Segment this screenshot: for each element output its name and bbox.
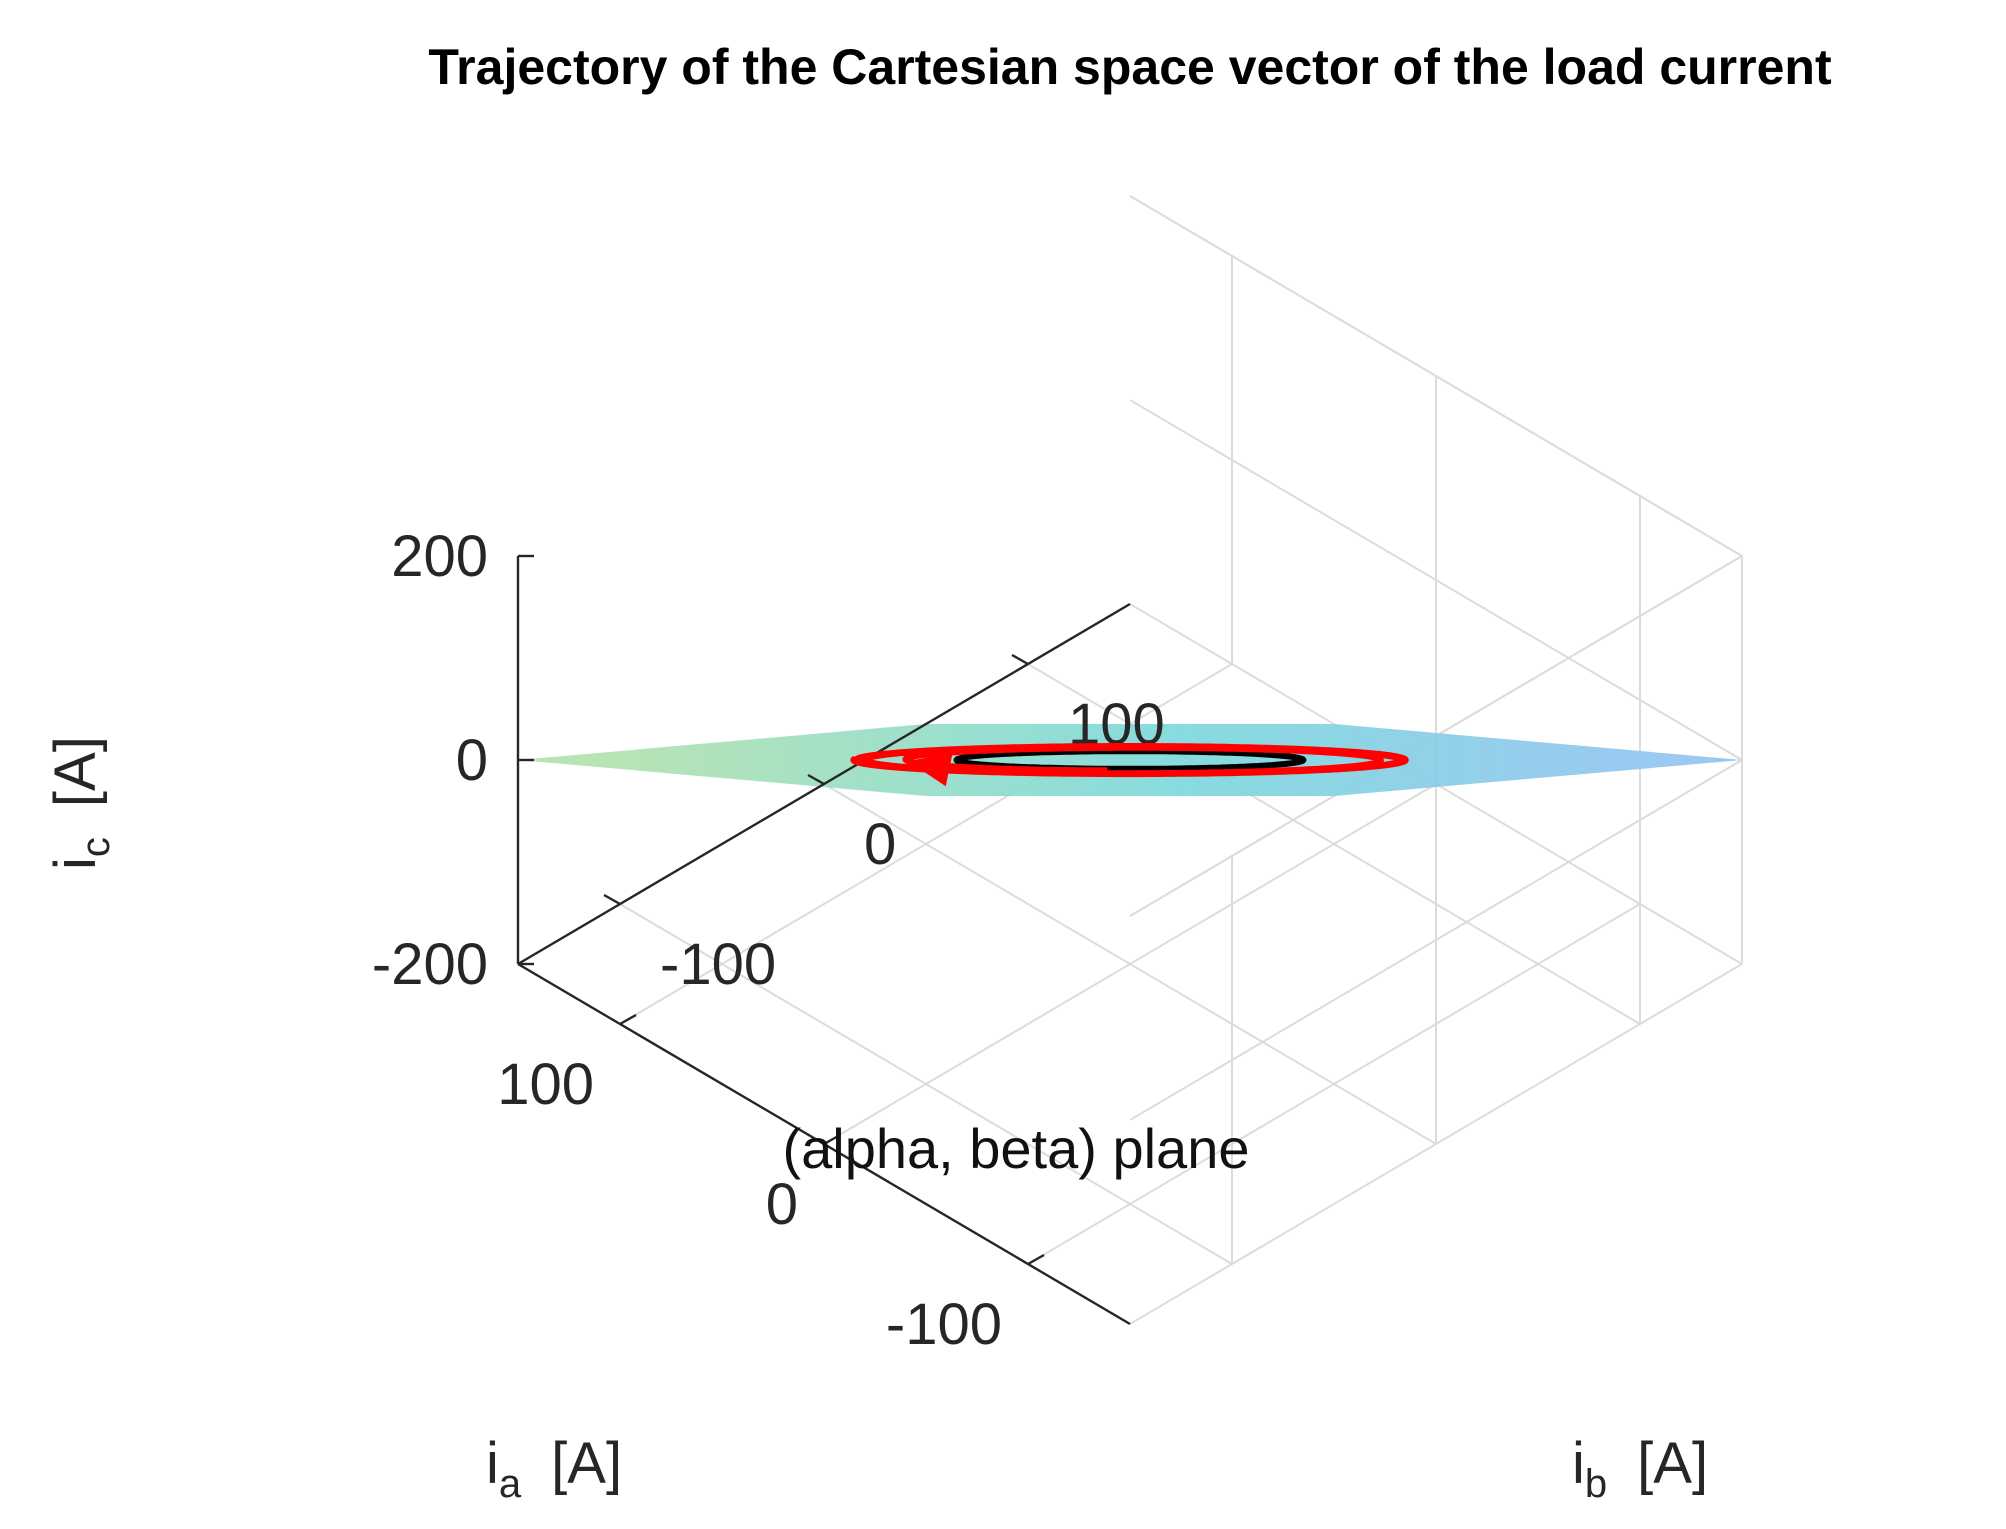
gridline: [1129, 963, 1743, 1325]
x-tick-label: 100: [497, 1052, 594, 1117]
z-axis-name: i: [43, 857, 108, 870]
y-axis-unit: [A]: [1637, 1431, 1708, 1496]
series-line-1: [953, 748, 1307, 772]
y-tick: [807, 773, 825, 786]
gridline: [1129, 759, 1743, 1121]
axes: [516, 556, 1131, 1326]
y-axis-label: ib [A]: [1572, 1431, 1708, 1506]
gridline: [1129, 195, 1743, 557]
x-axis-label: ia [A]: [486, 1431, 622, 1506]
y-tick-label: 0: [864, 812, 896, 877]
x-axis-subscript: a: [499, 1462, 522, 1506]
x-tick: [1027, 1253, 1045, 1266]
x-axis-name: i: [486, 1431, 499, 1496]
z-axis-subscript: c: [74, 837, 118, 857]
y-axis-name: i: [1572, 1431, 1585, 1496]
z-tick-label: 0: [456, 728, 488, 793]
z-tick-label: 200: [391, 524, 488, 589]
z-axis-unit: [A]: [43, 736, 108, 807]
x-tick: [823, 1133, 841, 1146]
y-tick: [603, 893, 621, 906]
gridline: [619, 903, 1233, 1265]
chart-title: Trajectory of the Cartesian space vector…: [428, 39, 1832, 95]
x-tick-label: 0: [766, 1172, 798, 1237]
x-tick: [619, 1013, 637, 1026]
series-line-2: [850, 743, 1409, 778]
y-tick: [1011, 653, 1029, 666]
y-axis-subscript: b: [1585, 1462, 1607, 1506]
plane-label: (alpha, beta) plane: [782, 1117, 1249, 1180]
series: [850, 743, 1409, 787]
x-tick-label: -100: [886, 1292, 1002, 1357]
gridline: [1129, 399, 1743, 761]
z-tick-label: -200: [372, 932, 488, 997]
series-arrow: [908, 752, 953, 787]
z-axis-label: ic [A]: [43, 736, 118, 870]
gridline: [823, 783, 1437, 1145]
y-tick-label: -100: [660, 932, 776, 997]
x-axis-unit: [A]: [551, 1431, 622, 1496]
alpha-beta-plane: [518, 724, 1742, 796]
